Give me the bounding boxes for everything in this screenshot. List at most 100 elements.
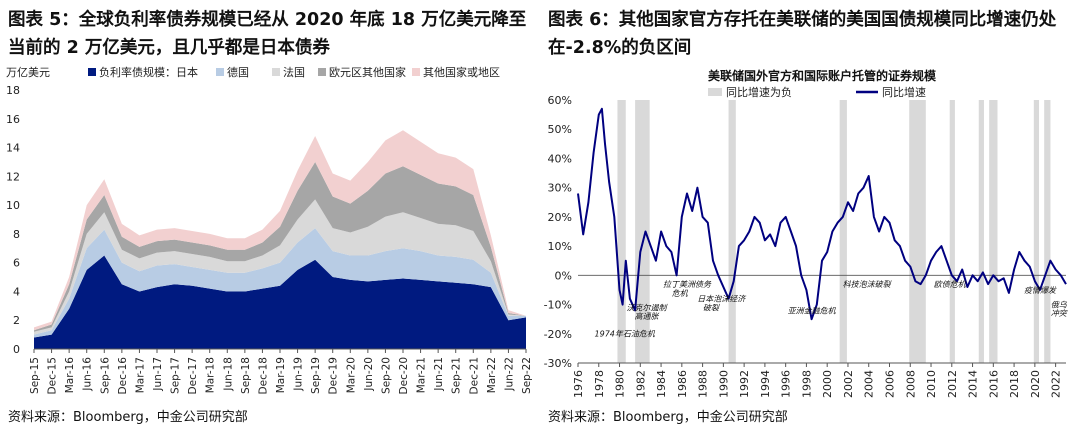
x-tick-label: Mar-20 (345, 357, 357, 393)
y-tick-label: 20% (548, 211, 572, 224)
x-tick-label: Jun-18 (222, 357, 234, 392)
legend-swatch-1 (216, 68, 224, 76)
x-tick-label: 2008 (904, 370, 917, 398)
x-tick-label: Sep-15 (29, 357, 41, 394)
x-tick-label: Sep-19 (310, 357, 322, 394)
x-tick-label: Dec-19 (328, 357, 340, 394)
y-tick-label: 60% (548, 94, 572, 107)
annotation-label: 破裂 (703, 303, 720, 312)
x-tick-label: 2022 (1050, 370, 1063, 398)
y-tick-label: 50% (548, 123, 572, 136)
x-tick-label: Mar-19 (275, 357, 287, 393)
legend-swatch-3 (318, 68, 326, 76)
x-tick-label: 2000 (821, 370, 834, 398)
x-tick-label: Mar-21 (416, 357, 428, 393)
legend-label-4: 其他国家或地区 (423, 65, 500, 79)
y-tick-label: 0% (555, 269, 572, 282)
area-series-0 (34, 255, 526, 349)
negative-band-0 (617, 100, 626, 363)
growth-line (577, 107, 1067, 321)
y-tick-label: 16 (6, 113, 20, 126)
negative-band-8 (1033, 100, 1040, 363)
annotation-label: 俄乌 (1051, 300, 1068, 309)
y-tick-label: -30% (544, 357, 572, 370)
annotation-label: 欧债危机 (934, 280, 967, 289)
legend-label-1: 德国 (227, 65, 249, 79)
annotation-label: 疫情爆发 (1024, 286, 1057, 295)
y-tick-label: 14 (6, 142, 20, 155)
y-tick-label: 4 (13, 285, 20, 298)
left-panel: 图表 5：全球负利率债券规模已经从 2020 年底 18 万亿美元降至当前的 2… (6, 10, 533, 425)
x-tick-label: Mar-18 (205, 357, 217, 393)
negative-band-1 (635, 100, 650, 363)
y-tick-label: 40% (548, 152, 572, 165)
x-tick-label: Dec-20 (398, 357, 410, 394)
annotation-label: 科技泡沫破裂 (843, 280, 892, 289)
x-tick-label: Jun-19 (293, 357, 305, 392)
negative-band-7 (989, 100, 998, 363)
x-tick-label: 2004 (863, 370, 876, 398)
x-tick-label: 1976 (572, 370, 585, 398)
x-tick-label: 1980 (614, 370, 627, 398)
left-figure-title: 图表 5：全球负利率债券规模已经从 2020 年底 18 万亿美元降至当前的 2… (8, 10, 527, 58)
y-tick-label: 12 (6, 170, 20, 183)
legend-label-0: 负利率债规模：日本 (99, 65, 198, 79)
negative-band-3 (839, 100, 847, 363)
y-tick-label: 6 (13, 257, 20, 270)
legend-label-3: 欧元区其他国家 (329, 65, 406, 79)
y-tick-label: -10% (544, 299, 572, 312)
area-series-2 (34, 199, 526, 335)
x-tick-label: 1990 (717, 370, 730, 398)
x-tick-label: 2002 (842, 370, 855, 398)
annotation-label: 高通胀 (635, 312, 660, 321)
x-tick-label: 1986 (676, 370, 689, 398)
right-panel: 图表 6：其他国家官方存托在美联储的美国国债规模同比增速仍处在-2.8%的负区间… (540, 0, 1080, 431)
right-source: 资料来源：Bloomberg，中金公司研究部 (548, 410, 788, 425)
y-tick-label: 18 (6, 84, 20, 97)
y-tick-label: -20% (544, 328, 572, 341)
x-tick-label: 2016 (987, 370, 1000, 398)
x-tick-label: 2018 (1008, 370, 1021, 398)
x-tick-label: Dec-21 (468, 357, 480, 394)
annotation-label: 危机 (672, 289, 689, 298)
legend-swatch-negative (708, 88, 722, 96)
chart-title: 美联储国外官方和国际账户托管的证券规模 (708, 68, 937, 83)
x-tick-label: Sep-22 (521, 357, 533, 394)
x-tick-label: 1998 (800, 370, 813, 398)
x-tick-label: Sep-20 (380, 357, 392, 394)
x-tick-label: 1982 (634, 370, 647, 398)
legend-label-negative: 同比增速为负 (726, 85, 792, 99)
legend-label-2: 法国 (283, 65, 305, 79)
legend-label-growth: 同比增速 (882, 85, 926, 99)
annotation-label: 日本泡沫经济 (697, 295, 747, 304)
legend-swatch-0 (88, 68, 96, 76)
left-source: 资料来源：Bloomberg，中金公司研究部 (8, 410, 248, 425)
negative-band-6 (978, 100, 984, 363)
annotation-label: 冲突 (1051, 309, 1068, 318)
legend-swatch-2 (272, 68, 280, 76)
legend-swatch-4 (412, 68, 420, 76)
x-tick-label: 1978 (593, 370, 606, 398)
x-tick-label: 2012 (946, 370, 959, 398)
x-tick-label: Dec-18 (257, 357, 269, 394)
x-tick-label: Sep-16 (99, 357, 111, 394)
y-tick-label: 10 (6, 199, 20, 212)
x-tick-label: Dec-15 (47, 357, 59, 394)
x-tick-label: Sep-17 (170, 357, 182, 394)
left-chart: 万亿美元 负利率债规模：日本 德国 法国 欧元区其他国家 其他国家或地区 0 2 4 6 8 10 12… (6, 65, 533, 394)
area-series-1 (34, 228, 526, 338)
x-tick-label: 2020 (1029, 370, 1042, 398)
x-tick-label: Jun-22 (503, 357, 515, 392)
x-tick-label: Mar-17 (134, 357, 146, 393)
x-tick-label: 1988 (697, 370, 710, 398)
negative-band-9 (1044, 100, 1051, 363)
x-tick-label: Mar-22 (486, 357, 498, 393)
x-tick-label: 1992 (738, 370, 751, 398)
y-tick-label: 0 (13, 343, 20, 356)
x-tick-label: Jun-21 (433, 357, 445, 392)
left-y-axis-unit: 万亿美元 (6, 66, 50, 79)
negative-band-4 (909, 100, 926, 363)
x-tick-label: 1996 (780, 370, 793, 398)
annotation-label: 拉丁美洲债务 (663, 280, 712, 289)
